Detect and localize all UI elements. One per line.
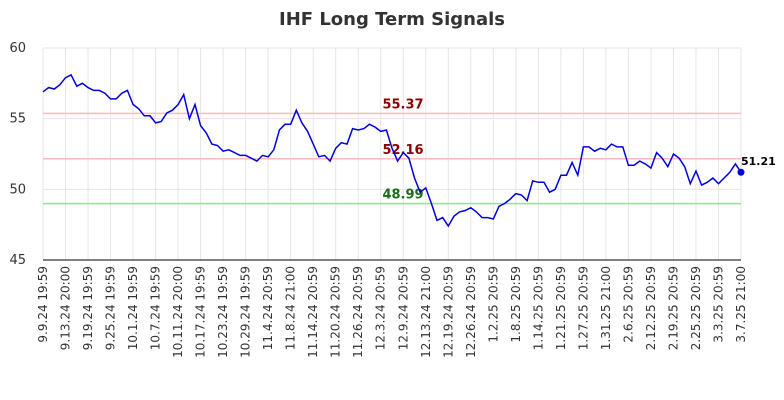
- x-tick-label: 10.7.24 19:59: [149, 266, 163, 350]
- y-tick-label: 55: [9, 112, 26, 127]
- x-tick-label: 1.8.25 20:59: [509, 266, 523, 343]
- y-tick-label: 50: [9, 182, 26, 197]
- x-tick-label: 11.26.24 20:59: [351, 266, 365, 358]
- last-point: [737, 168, 745, 176]
- chart-title: IHF Long Term Signals: [279, 9, 505, 30]
- y-tick-label: 45: [9, 253, 26, 268]
- x-tick-label: 11.4.24 20:59: [261, 266, 275, 350]
- x-tick-label: 1.14.25 20:59: [531, 266, 545, 350]
- x-tick-label: 10.11.24 20:00: [171, 266, 185, 358]
- x-tick-label: 10.17.24 19:59: [194, 266, 208, 358]
- x-tick-label: 2.19.25 20:59: [666, 266, 680, 350]
- x-tick-label: 11.8.24 21:00: [284, 266, 298, 350]
- x-tick-label: 12.19.24 20:59: [441, 266, 455, 358]
- x-tick-label: 11.20.24 20:59: [329, 266, 343, 358]
- x-tick-label: 10.23.24 19:59: [216, 266, 230, 358]
- x-tick-label: 10.29.24 19:59: [239, 266, 253, 358]
- x-tick-label: 12.13.24 21:00: [419, 266, 433, 358]
- x-tick-label: 1.2.25 20:59: [486, 266, 500, 343]
- x-tick-label: 12.3.24 20:59: [374, 266, 388, 350]
- x-tick-label: 9.9.24 19:59: [36, 266, 50, 343]
- y-tick-label: 60: [9, 41, 26, 56]
- signal-label: 48.99: [382, 188, 423, 203]
- x-tick-label: 2.12.25 20:59: [644, 266, 658, 350]
- x-tick-label: 9.25.24 19:59: [104, 266, 118, 350]
- signal-label: 52.16: [382, 143, 423, 158]
- signal-label: 55.37: [382, 97, 423, 112]
- last-value-label: 51.21: [741, 155, 776, 168]
- x-tick-label: 1.31.25 21:00: [599, 266, 613, 350]
- x-tick-label: 1.21.25 20:59: [554, 266, 568, 350]
- x-tick-label: 10.1.24 19:59: [126, 266, 140, 350]
- x-tick-label: 2.25.25 20:59: [689, 266, 703, 350]
- line-series: [42, 73, 742, 228]
- x-tick-label: 9.19.24 19:59: [81, 266, 95, 350]
- x-tick-label: 1.27.25 20:59: [576, 266, 590, 350]
- x-tick-label: 12.26.24 20:59: [464, 266, 478, 358]
- x-tick-label: 2.6.25 20:59: [621, 266, 635, 343]
- x-tick-label: 9.13.24 20:00: [59, 266, 73, 350]
- x-tick-label: 11.14.24 20:59: [306, 266, 320, 358]
- x-tick-label: 3.7.25 21:00: [734, 266, 748, 343]
- x-tick-label: 12.9.24 20:59: [396, 266, 410, 350]
- x-tick-label: 3.3.25 20:59: [711, 266, 725, 343]
